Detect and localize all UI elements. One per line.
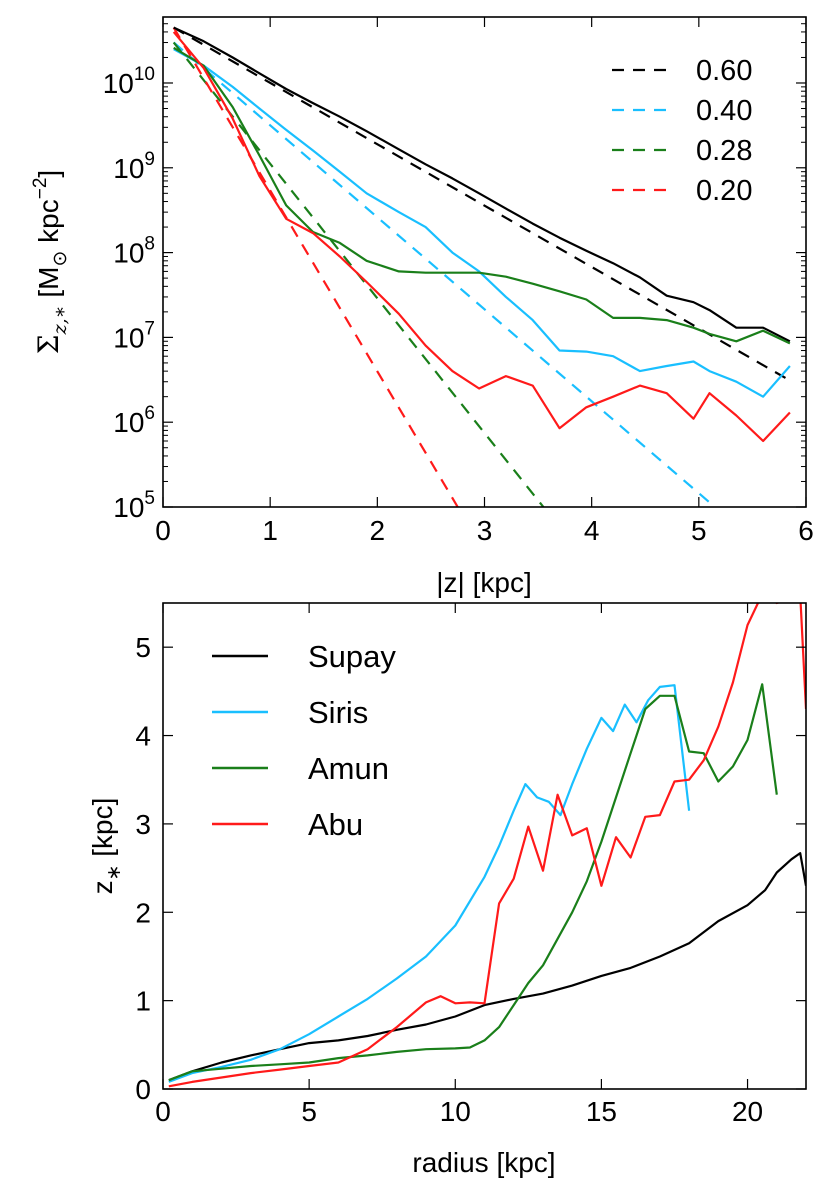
y-tick-label: 105 (113, 488, 155, 523)
y-tick-label: 4 (135, 721, 151, 752)
x-tick-label: 6 (798, 515, 814, 546)
y-tick-label: 1 (135, 986, 151, 1017)
fit-line-0 (173, 26, 791, 382)
scale-height-line-amun (168, 683, 778, 1082)
profile-line-0 (173, 26, 791, 343)
scale-height-plot-area (168, 603, 806, 1088)
scale-height-chart: 0 5 10 15 20 0 1 2 3 4 5 radius [kpc] z∗ [kpc] Su… (87, 602, 807, 1178)
y-tick-label: 1010 (103, 64, 155, 99)
surface-density-plot-area (172, 26, 791, 507)
legend-label-fit-0: 0.60 (696, 55, 752, 87)
scale-height-x-axis-label: radius [kpc] (412, 1147, 555, 1178)
surface-density-ticks (162, 16, 807, 508)
y-tick-label: 106 (113, 403, 155, 438)
legend-label-supay: Supay (308, 639, 396, 674)
y-tick-label: 107 (113, 318, 155, 353)
x-tick-label: 0 (155, 515, 171, 546)
scale-height-y-axis-label: z∗ [kpc] (87, 798, 125, 895)
y-tick-label: 108 (113, 234, 155, 269)
x-tick-label: 2 (370, 515, 386, 546)
surface-density-x-axis-label: |z| [kpc] (436, 567, 531, 598)
scale-height-line-supay (168, 852, 806, 1082)
x-tick-label: 5 (301, 1096, 317, 1127)
x-tick-label: 15 (586, 1096, 617, 1127)
profile-line-1 (173, 48, 791, 398)
x-tick-label: 0 (155, 1096, 171, 1127)
scale-height-axes-frame (162, 602, 807, 1090)
x-tick-label: 10 (440, 1096, 471, 1127)
fit-line-3 (172, 27, 459, 507)
scale-height-line-siris (168, 684, 691, 1083)
legend-label-fit-3: 0.20 (696, 175, 752, 207)
x-tick-label: 1 (262, 515, 278, 546)
surface-density-x-tick-labels: 0 1 2 3 4 5 6 (155, 515, 814, 546)
y-tick-label: 5 (135, 632, 151, 663)
x-tick-label: 3 (477, 515, 493, 546)
profile-line-2 (173, 46, 791, 345)
x-tick-label: 20 (732, 1096, 763, 1127)
y-tick-label: 109 (113, 149, 155, 184)
legend-label-fit-2: 0.28 (696, 135, 752, 167)
scale-height-line-abu (168, 603, 806, 1088)
x-tick-label: 4 (584, 515, 600, 546)
y-tick-label: 0 (135, 1074, 151, 1105)
surface-density-y-tick-labels: 105 106 107 108 109 1010 (103, 64, 155, 523)
scale-height-x-tick-labels: 0 5 10 15 20 (155, 1096, 763, 1127)
y-tick-label: 2 (135, 897, 151, 928)
y-tick-label: 3 (135, 809, 151, 840)
surface-density-y-axis-label: Σz,∗ [M⊙ kpc−2] (30, 170, 71, 354)
legend-label-amun: Amun (308, 751, 389, 786)
profile-line-3 (172, 31, 791, 443)
legend-label-abu: Abu (308, 807, 363, 842)
scale-height-legend: Supay Siris Amun Abu (212, 639, 396, 842)
scale-height-ticks (162, 603, 806, 1090)
legend-label-fit-1: 0.40 (696, 95, 752, 127)
legend-label-siris: Siris (308, 695, 368, 730)
scale-height-y-tick-labels: 0 1 2 3 4 5 (135, 632, 151, 1105)
surface-density-chart: 0 1 2 3 4 5 6 105 106 107 108 109 1010 |z| [kpc] Σz… (30, 16, 814, 598)
surface-density-axes-frame (162, 16, 807, 508)
surface-density-legend: 0.60 0.40 0.28 0.20 (612, 55, 752, 207)
x-tick-label: 5 (691, 515, 707, 546)
fit-line-1 (172, 41, 716, 507)
